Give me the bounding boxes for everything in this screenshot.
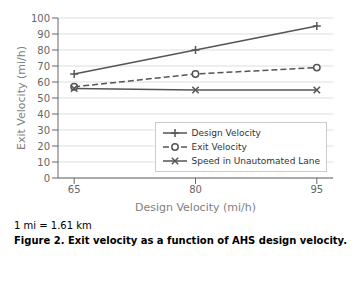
svg-text:65: 65 xyxy=(68,184,81,195)
svg-text:80: 80 xyxy=(37,45,50,56)
svg-text:20: 20 xyxy=(37,141,50,152)
html-text:Speed in Unautomated Lane: Speed in Unautomated Lane xyxy=(191,156,320,166)
svg-text:40: 40 xyxy=(37,109,50,120)
svg-text:10: 10 xyxy=(37,157,50,168)
svg-text:Design Velocity (mi/h): Design Velocity (mi/h) xyxy=(135,201,256,214)
html-text:Exit Velocity: Exit Velocity xyxy=(191,142,247,152)
svg-text:80: 80 xyxy=(189,184,202,195)
html-text:Figure 2. Exit velocity as a f: Figure 2. Exit velocity as a function of… xyxy=(14,235,347,246)
html-text:1 mi = 1.61 km: 1 mi = 1.61 km xyxy=(14,220,92,231)
svg-text:100: 100 xyxy=(31,13,50,24)
svg-text:Exit Velocity (mi/h): Exit Velocity (mi/h) xyxy=(15,46,28,150)
html-text:Design Velocity: Design Velocity xyxy=(191,128,261,138)
svg-text:60: 60 xyxy=(37,77,50,88)
svg-text:90: 90 xyxy=(37,29,50,40)
svg-text:30: 30 xyxy=(37,125,50,136)
svg-text:95: 95 xyxy=(310,184,323,195)
svg-text:70: 70 xyxy=(37,61,50,72)
svg-text:50: 50 xyxy=(37,93,50,104)
svg-text:0: 0 xyxy=(44,173,50,184)
